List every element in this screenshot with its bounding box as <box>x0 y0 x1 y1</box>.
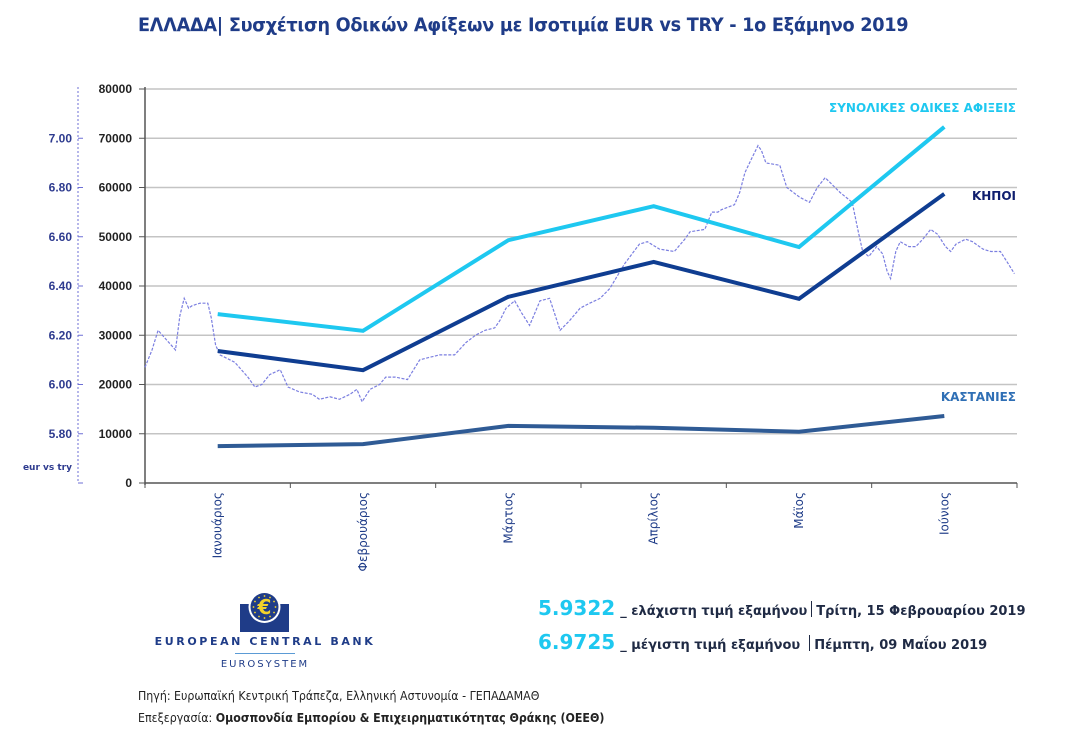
star-icon <box>273 600 275 603</box>
y-tick-label: 40000 <box>99 279 133 293</box>
axes <box>77 87 1018 488</box>
secondary-y-tick-label: 5.80 <box>49 427 73 441</box>
arrival-series <box>217 125 946 449</box>
ecb-name: EUROPEAN CENTRAL BANK <box>154 635 376 648</box>
x-tick-label: Φεβρουάριος <box>356 492 370 571</box>
series-label: ΚΗΠΟΙ <box>972 189 1016 203</box>
euro-icon: € <box>257 595 272 619</box>
star-icon <box>263 595 266 597</box>
star-icon <box>258 596 260 599</box>
star-icon <box>254 600 256 603</box>
secondary-y-tick-label: 6.00 <box>49 378 73 392</box>
y-tick-label: 30000 <box>99 328 133 342</box>
exchange-rate-line <box>144 144 1015 403</box>
processing-note: Επεξεργασία: Ομοσπονδία Εμπορίου & Επιχε… <box>138 711 604 725</box>
x-tick-label: Απρίλιος <box>647 492 661 545</box>
ecb-subtitle: EUROSYSTEM <box>220 659 310 670</box>
processing-org: Ομοσπονδία Εμπορίου & Επιχειρηματικότητα… <box>215 711 605 725</box>
secondary-y-tick-label: 6.80 <box>49 181 73 195</box>
y-tick-label: 70000 <box>99 131 133 145</box>
secondary-y-tick-label: 6.20 <box>49 328 73 342</box>
secondary-axis-label: eur vs try <box>23 463 72 473</box>
min-date: Τρίτη, 15 Φεβρουαρίου 2019 <box>816 604 1026 619</box>
min-stat: 5.9322 _ ελάχιστη τιμή εξαμήνου Τρίτη, 15… <box>538 596 1026 620</box>
x-tick-label: Μάϊος <box>792 492 806 529</box>
x-tick-label: Ιανουάριος <box>211 492 225 558</box>
max-value: 6.9725 <box>538 630 616 654</box>
star-icon <box>258 615 260 618</box>
star-icon <box>263 617 266 619</box>
y-tick-label: 80000 <box>99 82 133 96</box>
max-date: Πέμπτη, 09 Μαΐου 2019 <box>814 638 988 653</box>
ecb-emblem-icon: € <box>240 591 289 632</box>
chart: 0 10000 20000 30000 40000 50000 60000 70000 8000… <box>23 82 1018 571</box>
series-line-1 <box>217 125 946 333</box>
secondary-y-tick-label: 6.60 <box>49 230 73 244</box>
max-stat: 6.9725 _ μέγιστη τιμή εξαμήνου Πέμπτη, 0… <box>538 630 987 654</box>
secondary-y-tick-label: 6.40 <box>49 279 73 293</box>
star-icon <box>273 611 275 614</box>
chart-title: ΕΛΛΑΔΑ| Συσχέτιση Οδικών Αφίξεων με Ισοτ… <box>138 14 909 36</box>
star-icon <box>254 611 256 614</box>
series-line-3 <box>217 414 945 449</box>
star-icon <box>252 606 255 608</box>
series-line-2 <box>217 192 946 373</box>
source-note: Πηγή: Ευρωπαϊκή Κεντρική Τράπεζα, Ελληνι… <box>138 689 540 703</box>
y-tick-label: 60000 <box>99 181 133 195</box>
star-icon <box>274 606 277 608</box>
ecb-divider <box>235 653 295 654</box>
y-tick-label: 10000 <box>99 427 133 441</box>
ecb-logo: € EUROPEAN CENTRAL BANK EUROSYSTEM <box>150 590 380 675</box>
series-label: ΚΑΣΤΑΝΙΕΣ <box>941 390 1016 404</box>
x-tick-label: Μάρτιος <box>501 492 515 544</box>
labels: 0 10000 20000 30000 40000 50000 60000 70000 8000… <box>23 82 1016 571</box>
star-icon <box>269 615 271 618</box>
y-tick-label: 50000 <box>99 230 133 244</box>
exchange-rate-series <box>144 144 1015 403</box>
separator <box>811 601 813 617</box>
y-tick-label: 20000 <box>99 378 133 392</box>
min-label: _ ελάχιστη τιμή εξαμήνου <box>620 604 808 619</box>
y-tick-label: 0 <box>125 476 132 490</box>
gridlines <box>145 88 1017 435</box>
max-label: _ μέγιστη τιμή εξαμήνου <box>620 638 801 653</box>
processing-label: Επεξεργασία: <box>138 711 216 725</box>
min-value: 5.9322 <box>538 596 616 620</box>
series-label: ΣΥΝΟΛΙΚΕΣ ΟΔΙΚΕΣ ΑΦΙΞΕΙΣ <box>829 101 1016 115</box>
secondary-y-tick-label: 7.00 <box>49 131 73 145</box>
separator <box>809 635 811 651</box>
star-icon <box>269 596 271 599</box>
x-tick-label: Ιούνιος <box>937 492 951 535</box>
